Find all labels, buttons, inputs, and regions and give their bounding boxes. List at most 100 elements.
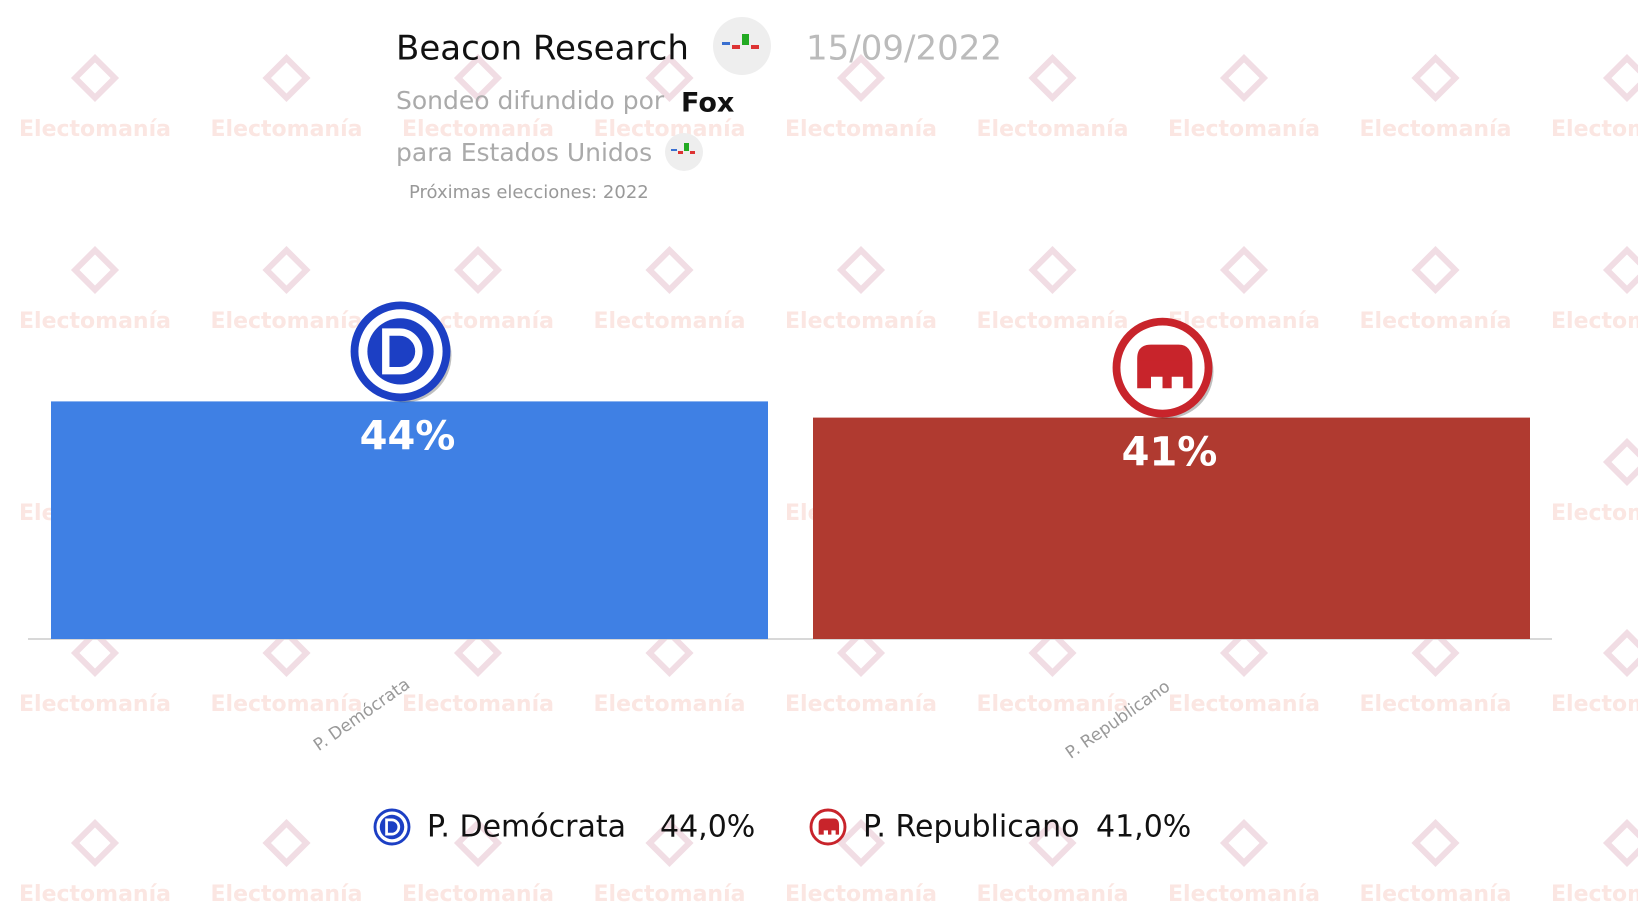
watermark-logo [1219, 53, 1269, 103]
watermark-logo [453, 628, 503, 678]
watermark-logo [836, 818, 886, 868]
watermark-text: Electomanía [977, 309, 1129, 334]
watermark-logo [1219, 245, 1269, 295]
watermark-logo [262, 245, 311, 295]
watermark-text: Electomanía [594, 882, 746, 907]
watermark-logo [70, 245, 120, 295]
party-logo [367, 318, 434, 385]
watermark-text: Electomanía [1360, 309, 1512, 334]
date: 15/09/2022 [806, 29, 1002, 69]
bar [51, 401, 768, 639]
party-logo [379, 814, 405, 840]
watermark-logo [262, 818, 311, 868]
watermark-text: Electomanía [977, 882, 1129, 907]
watermark-text: Electomanía [785, 882, 937, 907]
watermark-text: Electomanía [19, 117, 171, 142]
watermark-text: Electomanía [211, 882, 363, 907]
watermark-text: Electomanía [211, 309, 363, 334]
value-label: 44% [360, 413, 456, 459]
watermark-logo [645, 53, 694, 103]
watermark-logo [1219, 818, 1269, 868]
party-logo [350, 301, 452, 403]
legend-value: 41,0% [1096, 810, 1191, 845]
watermark-logo [1602, 245, 1638, 295]
watermark-logo [1219, 628, 1269, 678]
bar [813, 417, 1530, 639]
watermark-logo [1411, 818, 1460, 868]
watermark-text: Electomanía [1551, 882, 1638, 907]
watermark-text: Electomanía [1168, 692, 1320, 717]
source: Fox [681, 88, 734, 119]
legend-label: P. Republicano [863, 810, 1079, 845]
watermark-text: Electomanía [19, 309, 171, 334]
watermark-logo [1028, 818, 1077, 868]
watermark-text: Electomanía [1551, 692, 1638, 717]
legend: P. Demócrata 44,0% P. Republicano 41,0% [373, 808, 1191, 846]
party-logo [1112, 317, 1214, 419]
watermark-text: Electomanía [1168, 882, 1320, 907]
watermark-logo [1602, 53, 1638, 103]
x-tick-label: P. Republicano [1062, 677, 1174, 764]
watermark-text: Electomanía [977, 117, 1129, 142]
watermark-logo [1028, 53, 1077, 103]
watermark-logo [1602, 818, 1638, 868]
watermark-text: Electomanía [402, 692, 554, 717]
watermark-text: Electomanía [977, 692, 1129, 717]
watermark-text: Electomanía [785, 309, 937, 334]
watermark-logo [1411, 53, 1460, 103]
value-label: 41% [1122, 430, 1218, 476]
watermark-text: Electomanía [594, 692, 746, 717]
watermark-logo [453, 818, 503, 868]
watermark-logo [836, 53, 886, 103]
watermark-text: Electomanía [1551, 501, 1638, 526]
watermarks: Electomanía Electomanía Electomanía Electom… [19, 53, 1638, 907]
watermark-logo [262, 628, 311, 678]
party-logo [1139, 349, 1186, 361]
watermark-text: Electomanía [1551, 117, 1638, 142]
watermark-text: Electomanía [785, 117, 937, 142]
title: Beacon Research [396, 29, 689, 69]
next-elections: Próximas elecciones: 2022 [409, 182, 649, 203]
watermark-text: Electomanía [1360, 692, 1512, 717]
region: para Estados Unidos [396, 138, 652, 167]
watermark-logo [1602, 628, 1638, 678]
flag-icon [665, 133, 703, 171]
watermark-logo [645, 628, 694, 678]
watermark-text: Electomanía [19, 692, 171, 717]
legend-label: P. Demócrata [427, 810, 626, 845]
watermark-text: Electomanía [594, 309, 746, 334]
watermark-logo [645, 245, 694, 295]
party-logo [819, 820, 837, 825]
watermark-text: Electomanía [594, 117, 746, 142]
flag-icon [713, 17, 771, 75]
watermark-logo [70, 818, 120, 868]
legend-value: 44,0% [660, 810, 755, 845]
source-prefix: Sondeo difundido por [396, 86, 665, 115]
party-logo [385, 818, 401, 836]
watermark-logo [1602, 437, 1638, 487]
watermark-logo [453, 53, 503, 103]
watermark-logo [836, 245, 886, 295]
watermark-text: Electomanía [1168, 117, 1320, 142]
party-logo [382, 328, 423, 375]
watermark-text: Electomanía [211, 117, 363, 142]
watermark-logo [70, 53, 120, 103]
watermark-logo [70, 628, 120, 678]
watermark-logo [645, 818, 694, 868]
watermark-logo [1411, 245, 1460, 295]
watermark-logo [1028, 628, 1077, 678]
watermark-text: Electomanía [1360, 117, 1512, 142]
watermark-logo [836, 628, 886, 678]
watermark-text: Electomanía [1360, 882, 1512, 907]
watermark-text: Electomanía [1551, 309, 1638, 334]
watermark-logo [453, 245, 503, 295]
watermark-text: Electomanía [785, 692, 937, 717]
watermark-text: Electomanía [211, 692, 363, 717]
watermark-logo [262, 53, 311, 103]
watermark-text: Electomanía [402, 117, 554, 142]
watermark-logo [1411, 628, 1460, 678]
watermark-text: Electomanía [19, 882, 171, 907]
watermark-text: Electomanía [402, 882, 554, 907]
